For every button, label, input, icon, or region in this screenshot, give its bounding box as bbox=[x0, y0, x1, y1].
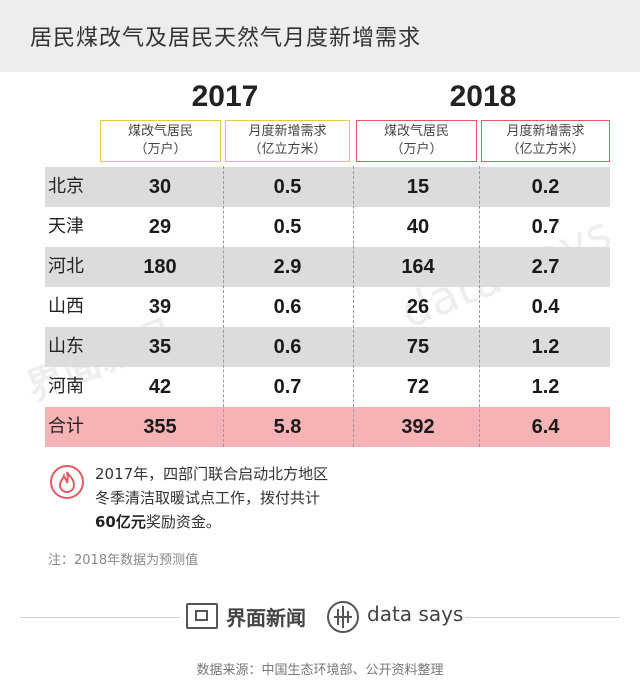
table-cell: 180 bbox=[143, 256, 177, 278]
table-cell: 6.4 bbox=[531, 416, 560, 438]
region-label: 河南 bbox=[48, 376, 84, 397]
table-cell: 15 bbox=[406, 176, 430, 198]
page-title: 居民煤改气及居民天然气月度新增需求 bbox=[30, 26, 422, 51]
year-2018-heading: 2018 bbox=[449, 80, 517, 113]
region-label: 山东 bbox=[48, 336, 84, 357]
column-divider bbox=[223, 166, 224, 447]
table-cell: 355 bbox=[143, 416, 177, 438]
note-line: 2017年，四部门联合启动北方地区 bbox=[95, 465, 329, 483]
table-cell: 40 bbox=[406, 216, 430, 238]
table-cell: 0.6 bbox=[273, 296, 302, 318]
table-cell: 1.2 bbox=[531, 376, 560, 398]
table-cell: 0.4 bbox=[531, 296, 560, 318]
header-unit: （亿立方米） bbox=[248, 142, 327, 157]
table-cell: 35 bbox=[148, 336, 172, 358]
region-label: 北京 bbox=[48, 176, 84, 197]
table-cell: 30 bbox=[148, 176, 172, 198]
header-2017-households: 煤改气居民 （万户） bbox=[100, 120, 221, 162]
header-unit: （万户） bbox=[390, 142, 443, 157]
region-label: 合计 bbox=[48, 416, 84, 437]
header-label: 煤改气居民 bbox=[127, 124, 193, 139]
region-label: 天津 bbox=[48, 216, 84, 237]
table-cell: 26 bbox=[406, 296, 430, 318]
column-divider bbox=[353, 166, 354, 447]
table-cell: 72 bbox=[406, 376, 430, 398]
divider-line bbox=[465, 617, 620, 618]
table-cell: 0.7 bbox=[531, 216, 560, 238]
table-cell: 5.8 bbox=[273, 416, 302, 438]
region-label: 山西 bbox=[48, 296, 84, 317]
note-rest: 奖励资金。 bbox=[145, 513, 221, 531]
region-label: 河北 bbox=[48, 256, 84, 277]
total-row: 合计 355 5.8 392 6.4 bbox=[45, 407, 610, 447]
table-cell: 2.9 bbox=[273, 256, 302, 278]
note-amount: 60亿元 bbox=[95, 513, 146, 531]
column-divider bbox=[479, 166, 480, 447]
table-cell: 29 bbox=[148, 216, 172, 238]
table-row: 山西 39 0.6 26 0.4 bbox=[45, 287, 610, 327]
table-cell: 39 bbox=[148, 296, 172, 318]
table-cell: 0.7 bbox=[273, 376, 302, 398]
brand-jiemian: 界面新闻 bbox=[226, 606, 306, 630]
table-row: 天津 29 0.5 40 0.7 bbox=[45, 207, 610, 247]
footnote: 注：2018年数据为预测值 bbox=[48, 553, 199, 568]
header-2017-demand: 月度新增需求 （亿立方米） bbox=[225, 120, 350, 162]
flame-icon bbox=[50, 465, 84, 499]
note: 2017年，四部门联合启动北方地区 冬季清洁取暖试点工作，拨付共计 60亿元奖励… bbox=[95, 462, 425, 534]
header-2018-demand: 月度新增需求 （亿立方米） bbox=[481, 120, 610, 162]
header-label: 月度新增需求 bbox=[248, 124, 327, 139]
header-2018-households: 煤改气居民 （万户） bbox=[356, 120, 477, 162]
table-cell: 1.2 bbox=[531, 336, 560, 358]
table-cell: 2.7 bbox=[531, 256, 560, 278]
data-source: 数据来源：中国生态环境部、公开资料整理 bbox=[196, 663, 444, 678]
table-row: 河北 180 2.9 164 2.7 bbox=[45, 247, 610, 287]
note-line: 冬季清洁取暖试点工作，拨付共计 bbox=[95, 489, 321, 507]
table-cell: 0.6 bbox=[273, 336, 302, 358]
jiemian-logo-icon bbox=[186, 603, 218, 629]
divider-line bbox=[20, 617, 180, 618]
table-cell: 75 bbox=[406, 336, 430, 358]
table-cell: 0.5 bbox=[273, 216, 302, 238]
header-label: 月度新增需求 bbox=[506, 124, 585, 139]
table-row: 北京 30 0.5 15 0.2 bbox=[45, 167, 610, 207]
note-line: 60亿元奖励资金。 bbox=[95, 510, 425, 534]
table-cell: 164 bbox=[401, 256, 435, 278]
year-2017-heading: 2017 bbox=[191, 80, 259, 113]
table-cell: 392 bbox=[401, 416, 435, 438]
header-unit: （万户） bbox=[134, 142, 187, 157]
title-bar: 居民煤改气及居民天然气月度新增需求 bbox=[0, 0, 640, 72]
data-says-logo-icon bbox=[327, 601, 359, 633]
table-row: 山东 35 0.6 75 1.2 bbox=[45, 327, 610, 367]
table-cell: 0.5 bbox=[273, 176, 302, 198]
table-cell: 0.2 bbox=[531, 176, 560, 198]
header-label: 煤改气居民 bbox=[383, 124, 449, 139]
table-row: 河南 42 0.7 72 1.2 bbox=[45, 367, 610, 407]
brand-data-says: data says bbox=[367, 602, 464, 626]
header-unit: （亿立方米） bbox=[506, 142, 585, 157]
table-cell: 42 bbox=[148, 376, 172, 398]
